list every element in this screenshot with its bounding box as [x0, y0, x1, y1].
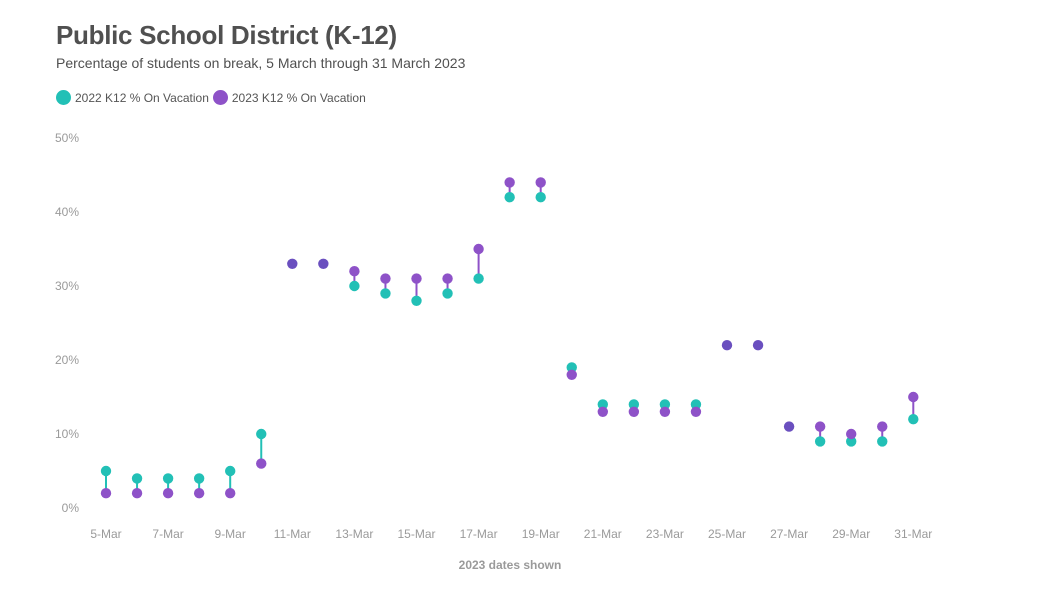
chart-subtitle: Percentage of students on break, 5 March… — [56, 55, 466, 71]
chart-marks — [100, 177, 919, 499]
legend-item-2023[interactable]: 2023 K12 % On Vacation — [212, 90, 366, 105]
y-tick-label: 10% — [55, 427, 79, 441]
point-2023 — [846, 428, 857, 440]
x-tick-label: 19-Mar — [522, 527, 560, 541]
point-2022 — [100, 465, 112, 477]
point-2023 — [256, 458, 267, 469]
legend: 2022 K12 % On Vacation 2023 K12 % On Vac… — [56, 90, 370, 105]
point-2022 — [690, 399, 702, 410]
point-2022 — [256, 428, 267, 440]
point-2023 — [442, 273, 453, 284]
point-2022 — [225, 465, 236, 477]
point-2022 — [814, 436, 826, 447]
point-2023 — [908, 391, 919, 403]
point-2023 — [814, 421, 826, 432]
chart-title: Public School District (K-12) — [56, 20, 397, 50]
x-tick-label: 29-Mar — [832, 527, 870, 541]
point-2023 — [380, 273, 391, 284]
point-2022 — [442, 288, 453, 299]
x-tick-label: 9-Mar — [215, 527, 246, 541]
point-2022 — [908, 414, 919, 425]
x-tick-label: 11-Mar — [274, 527, 311, 541]
point-2022 — [659, 399, 671, 410]
point-2023 — [877, 421, 888, 432]
point-2022 — [504, 192, 515, 203]
point-2023 — [504, 177, 515, 188]
y-tick-label: 40% — [55, 205, 79, 219]
x-tick-label: 15-Mar — [397, 527, 435, 541]
point-2022 — [473, 273, 484, 284]
point-2023 — [597, 406, 608, 417]
point-2022 — [411, 295, 422, 306]
legend-swatch-2022 — [56, 90, 71, 105]
x-tick-label: 31-Mar — [894, 527, 932, 541]
point-2022 — [846, 436, 857, 447]
x-tick-label: 23-Mar — [646, 527, 684, 541]
point-2023 — [473, 243, 484, 255]
point-2023 — [131, 488, 143, 499]
x-tick-label: 25-Mar — [708, 527, 746, 541]
x-axis-title: 2023 dates shown — [459, 558, 562, 572]
legend-label-2022: 2022 K12 % On Vacation — [75, 90, 209, 105]
point-2023 — [349, 266, 360, 277]
y-tick-label: 20% — [55, 353, 79, 367]
legend-item-2022[interactable]: 2022 K12 % On Vacation — [56, 90, 209, 105]
point-2023 — [193, 488, 205, 499]
point-2022 — [162, 473, 174, 484]
point-2022 — [566, 362, 577, 373]
point-2022 — [193, 473, 205, 484]
legend-label-2023: 2023 K12 % On Vacation — [231, 90, 366, 105]
point-2022 — [380, 288, 391, 299]
x-tick-label: 7-Mar — [152, 527, 183, 541]
point-2023 — [659, 406, 671, 417]
legend-swatch-2023 — [212, 90, 228, 105]
point-overlap — [721, 340, 733, 351]
point-2022 — [131, 473, 143, 484]
x-tick-label: 17-Mar — [460, 527, 498, 541]
point-overlap — [783, 421, 795, 432]
point-2022 — [535, 192, 546, 203]
x-tick-label: 27-Mar — [770, 527, 808, 541]
point-overlap — [318, 258, 329, 269]
point-2022 — [628, 399, 640, 410]
point-2023 — [566, 369, 577, 380]
y-tick-label: 30% — [55, 279, 79, 293]
point-2022 — [597, 399, 608, 410]
y-axis: 0% 10% 20% 30% 40% 50% — [55, 131, 79, 515]
x-tick-label: 5-Mar — [90, 527, 121, 541]
point-2023 — [162, 488, 174, 499]
x-axis: 5-Mar 7-Mar 9-Mar 11-Mar 13-Mar 15-Mar 17-Mar 1… — [90, 527, 932, 541]
point-overlap — [287, 258, 298, 269]
point-2023 — [535, 177, 546, 188]
point-2022 — [877, 436, 888, 447]
point-2023 — [690, 406, 702, 417]
y-tick-label: 0% — [62, 501, 80, 515]
point-overlap — [752, 340, 764, 351]
point-2023 — [628, 406, 640, 417]
point-2023 — [100, 488, 112, 499]
point-2023 — [225, 488, 236, 499]
y-tick-label: 50% — [55, 131, 79, 145]
point-2023 — [411, 273, 422, 284]
x-tick-label: 13-Mar — [335, 527, 373, 541]
x-tick-label: 21-Mar — [584, 527, 622, 541]
point-2022 — [349, 280, 360, 292]
